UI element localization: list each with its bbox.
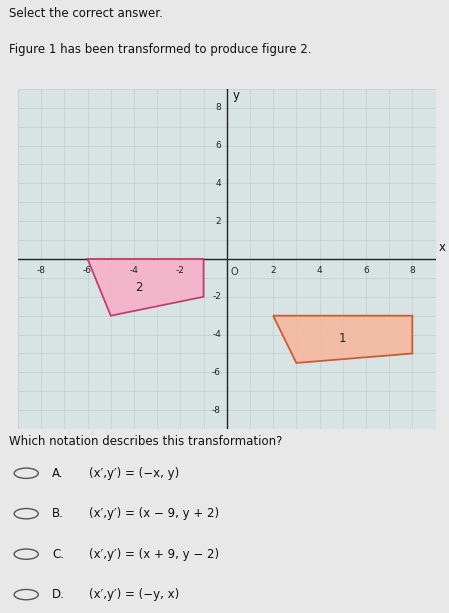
Text: Select the correct answer.: Select the correct answer. — [9, 7, 163, 20]
Text: -8: -8 — [37, 265, 46, 275]
Text: C.: C. — [52, 547, 64, 561]
Text: -2: -2 — [176, 265, 185, 275]
Text: 2: 2 — [270, 265, 276, 275]
Text: 6: 6 — [215, 141, 221, 150]
Polygon shape — [88, 259, 203, 316]
Text: (x′,y′) = (x + 9, y − 2): (x′,y′) = (x + 9, y − 2) — [89, 547, 219, 561]
Text: O: O — [230, 267, 238, 276]
Text: x: x — [439, 242, 446, 254]
Text: 6: 6 — [363, 265, 369, 275]
Text: 8: 8 — [409, 265, 415, 275]
Text: D.: D. — [52, 588, 65, 601]
Text: y: y — [233, 89, 240, 102]
Text: 1: 1 — [339, 332, 347, 345]
Text: Figure 1 has been transformed to produce figure 2.: Figure 1 has been transformed to produce… — [9, 43, 312, 56]
Text: -4: -4 — [129, 265, 138, 275]
Text: Which notation describes this transformation?: Which notation describes this transforma… — [9, 435, 282, 447]
Text: 2: 2 — [135, 281, 142, 294]
Polygon shape — [273, 316, 412, 363]
Text: 4: 4 — [317, 265, 322, 275]
Text: -8: -8 — [212, 406, 221, 415]
Text: (x′,y′) = (x − 9, y + 2): (x′,y′) = (x − 9, y + 2) — [89, 507, 219, 520]
Text: -6: -6 — [83, 265, 92, 275]
Text: 2: 2 — [216, 216, 221, 226]
Text: -4: -4 — [212, 330, 221, 339]
Text: -6: -6 — [212, 368, 221, 377]
Text: -2: -2 — [212, 292, 221, 302]
Text: 8: 8 — [215, 103, 221, 112]
Text: A.: A. — [52, 466, 64, 480]
Text: B.: B. — [52, 507, 64, 520]
Text: (x′,y′) = (−x, y): (x′,y′) = (−x, y) — [89, 466, 179, 480]
Text: (x′,y′) = (−y, x): (x′,y′) = (−y, x) — [89, 588, 179, 601]
Text: 4: 4 — [216, 179, 221, 188]
